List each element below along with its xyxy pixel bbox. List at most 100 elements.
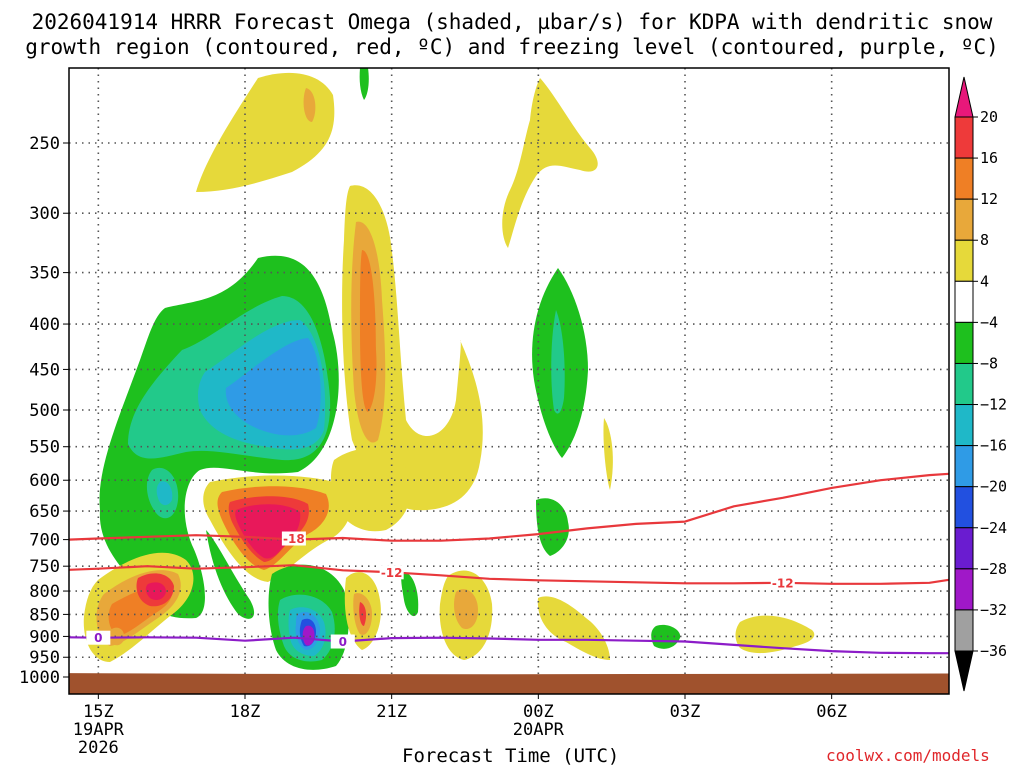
x-axis-title: Forecast Time (UTC) bbox=[402, 745, 620, 767]
y-tick-label-950: 950 bbox=[29, 648, 60, 668]
y-tick-label-300: 300 bbox=[29, 204, 60, 224]
omega-region-ascent-blue-core bbox=[225, 338, 321, 436]
y-tick-label-750: 750 bbox=[29, 557, 60, 577]
contour-line-isotherm-minus18 bbox=[68, 472, 950, 542]
colorbar-swatch-8 bbox=[954, 445, 974, 488]
y-tick-label-900: 900 bbox=[29, 627, 60, 647]
omega-shading bbox=[83, 68, 815, 670]
x-tick-label-1: 18Z bbox=[230, 702, 261, 722]
omega-region-upper-yellow bbox=[196, 72, 335, 192]
colorbar-swatch-10 bbox=[954, 527, 974, 570]
omega-region-00Z-ascent-teal bbox=[551, 310, 565, 414]
colorbar-label-11: −28 bbox=[980, 560, 1007, 578]
colorbar-label-0: 20 bbox=[980, 108, 998, 126]
colorbar-swatch-5 bbox=[954, 321, 974, 364]
omega-region-00Z-lower-green bbox=[536, 498, 569, 556]
contour-label-0: -18 bbox=[283, 532, 305, 546]
x-tick-label-5: 06Z bbox=[816, 702, 847, 722]
colorbar-swatch-6 bbox=[954, 362, 974, 406]
contour-label-bg bbox=[330, 634, 355, 649]
y-tick-label-800: 800 bbox=[29, 582, 60, 602]
omega-region-02Z-green bbox=[651, 624, 681, 649]
omega-region-01Z-yellow-filament bbox=[603, 418, 613, 490]
y-tick-label-350: 350 bbox=[29, 264, 60, 284]
x-tick-date-0: 19APR bbox=[73, 720, 125, 740]
chart-title-line-1: 2026041914 HRRR Forecast Omega (shaded, … bbox=[31, 10, 993, 34]
omega-region-22Z-goldenrod bbox=[454, 589, 478, 630]
colorbar-swatch-3 bbox=[954, 239, 974, 282]
colorbar-swatch-0 bbox=[954, 116, 974, 159]
plot-area: -18 -12 -12 0 0 bbox=[68, 67, 950, 695]
x-tick-label-2: 21Z bbox=[376, 702, 407, 722]
contour-label-bg bbox=[379, 565, 404, 580]
gridlines bbox=[69, 68, 949, 694]
omega-region-00Z-upper-yellow bbox=[502, 78, 598, 248]
y-tick-label-1000: 1000 bbox=[19, 668, 60, 688]
colorbar-label-12: −32 bbox=[980, 601, 1007, 619]
omega-region-small-blue-blob bbox=[156, 481, 173, 506]
plot-frame bbox=[68, 67, 950, 695]
colorbar-label-2: 12 bbox=[980, 190, 998, 208]
omega-region-04Z-yellow bbox=[735, 615, 815, 654]
colorbar-bottom-arrow bbox=[954, 650, 974, 692]
omega-region-top-green-filament bbox=[359, 68, 369, 100]
colorbar-swatch-2 bbox=[954, 198, 974, 241]
x-tick-label-0: 15Z bbox=[83, 702, 114, 722]
contour-line-freezing-0C bbox=[68, 636, 949, 655]
omega-region-17Z-green-filament bbox=[206, 530, 255, 619]
omega-region-21Z-green-filament bbox=[401, 571, 419, 617]
x-tick-date-3: 20APR bbox=[513, 720, 565, 740]
colorbar-label-1: 16 bbox=[980, 149, 998, 167]
y-tick-label-250: 250 bbox=[29, 134, 60, 154]
contour-label-bg bbox=[770, 575, 795, 590]
colorbar-label-4: 4 bbox=[980, 272, 989, 290]
colorbar-label-8: −16 bbox=[980, 437, 1007, 455]
omega-region-lowlevel-ascent-purple bbox=[302, 625, 315, 646]
ground-layer bbox=[69, 673, 949, 694]
contour-label-bg bbox=[86, 630, 111, 645]
y-tick-label-700: 700 bbox=[29, 531, 60, 551]
colorbar-label-13: −36 bbox=[980, 642, 1007, 660]
omega-colorbar: 20 16 12 8 4 −4 −8 −12 −16 −20 −24 −28 −32 −36 bbox=[954, 76, 1007, 692]
y-tick-label-600: 600 bbox=[29, 471, 60, 491]
contour-label-3: 0 bbox=[94, 631, 102, 645]
colorbar-label-9: −20 bbox=[980, 478, 1007, 496]
chart-title-line-2: growth region (contoured, red, ºC) and f… bbox=[25, 35, 999, 59]
colorbar-label-10: −24 bbox=[980, 519, 1007, 537]
y-tick-label-400: 400 bbox=[29, 315, 60, 335]
ground-fill bbox=[69, 673, 949, 694]
colorbar-label-3: 8 bbox=[980, 231, 989, 249]
colorbar-label-5: −4 bbox=[980, 313, 998, 331]
contour-label-1: -12 bbox=[381, 566, 403, 580]
colorbar-top-arrow bbox=[954, 76, 974, 118]
isotherm-contours bbox=[68, 472, 950, 655]
contour-labels: -18 -12 -12 0 0 bbox=[86, 531, 795, 649]
colorbar-label-7: −12 bbox=[980, 396, 1007, 414]
omega-region-upper-orange-small bbox=[303, 88, 316, 122]
y-tick-label-650: 650 bbox=[29, 502, 60, 522]
y-tick-label-450: 450 bbox=[29, 360, 60, 380]
y-tick-label-850: 850 bbox=[29, 605, 60, 625]
colorbar-label-6: −8 bbox=[980, 354, 998, 372]
source-credit-link[interactable]: coolwx.com/models bbox=[826, 746, 990, 765]
colorbar-swatch-9 bbox=[954, 486, 974, 529]
colorbar-swatch-7 bbox=[954, 404, 974, 447]
colorbar-swatch-12 bbox=[954, 609, 974, 652]
y-axis: 2503003504004505005506006507007508008509… bbox=[19, 134, 69, 688]
omega-region-00Z-low-yellow bbox=[537, 596, 610, 660]
x-tick-label-4: 03Z bbox=[670, 702, 701, 722]
x-tick-year-0: 2026 bbox=[78, 738, 119, 758]
colorbar-swatch-1 bbox=[954, 157, 974, 200]
contour-line-isotherm-minus12 bbox=[68, 564, 950, 585]
y-tick-label-550: 550 bbox=[29, 438, 60, 458]
colorbar-swatch-11 bbox=[954, 568, 974, 611]
omega-region-lowlevel-pink bbox=[145, 582, 166, 600]
contour-label-4: 0 bbox=[339, 635, 347, 649]
omega-region-midlevel-orange-core bbox=[360, 250, 377, 412]
y-tick-label-500: 500 bbox=[29, 401, 60, 421]
colorbar-swatch-4 bbox=[954, 280, 974, 323]
contour-label-bg bbox=[281, 531, 306, 546]
contour-label-2: -12 bbox=[772, 576, 794, 590]
